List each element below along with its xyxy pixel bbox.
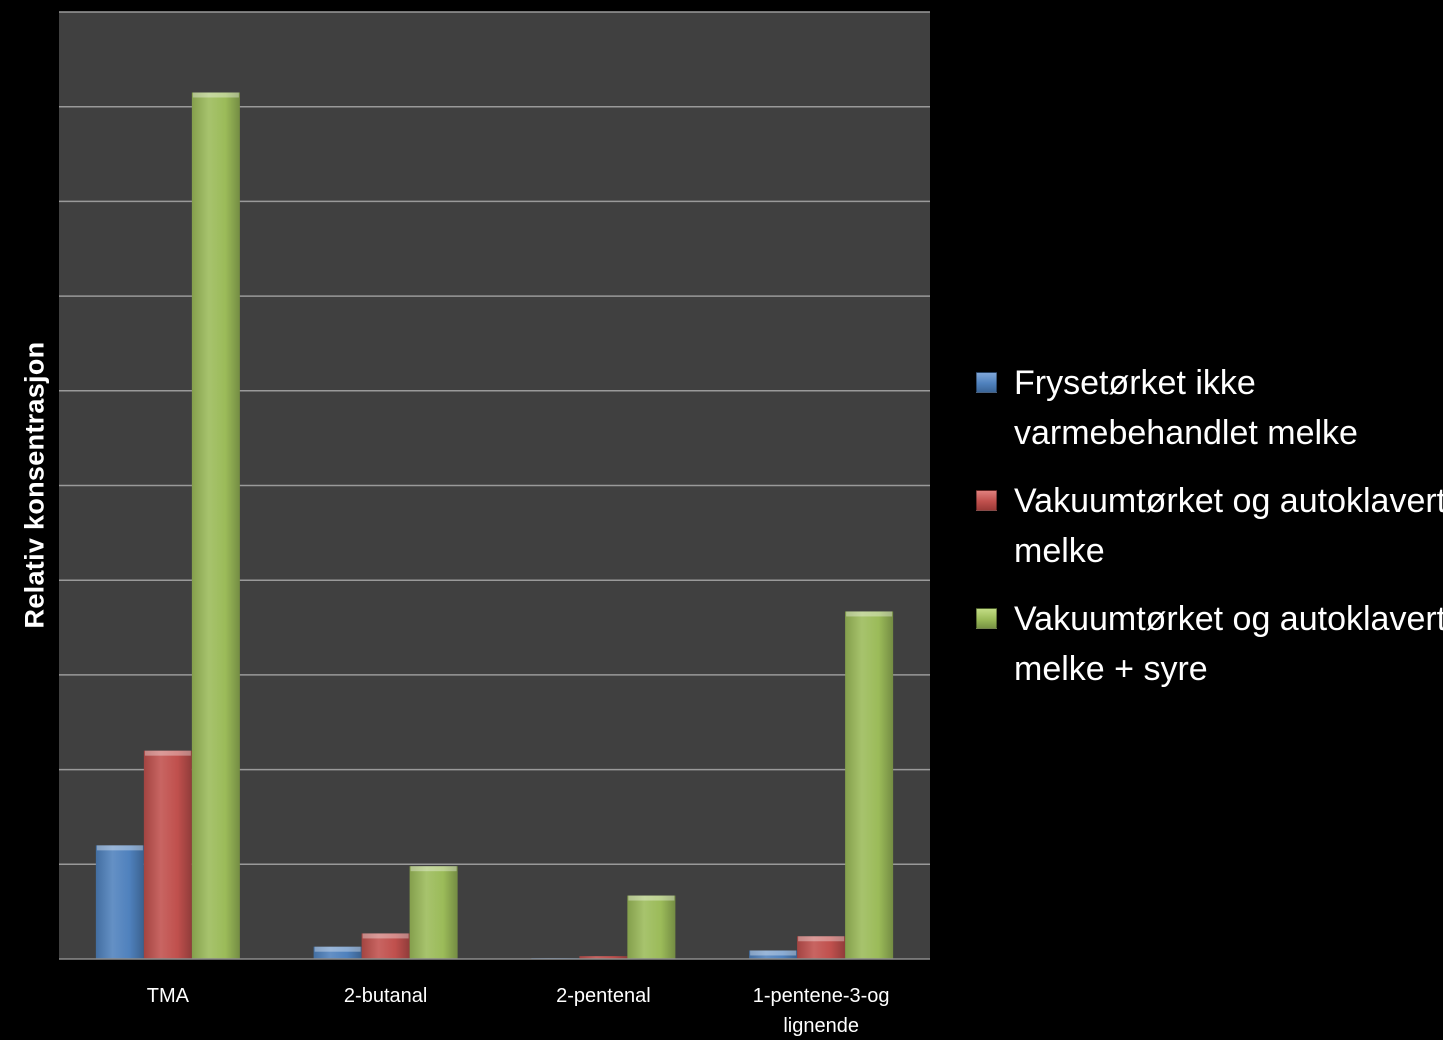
bar-series-2-tma — [143, 750, 192, 959]
bar-highlight — [192, 92, 239, 98]
legend-label-series-1: Frysetørket ikke varmebehandlet melke — [1014, 364, 1358, 452]
bar-series-2-2-pentenal — [579, 956, 628, 959]
bar-highlight — [750, 950, 797, 956]
bar-highlight — [798, 936, 845, 942]
x-tick-label: 2-butanal — [344, 985, 427, 1007]
bar-series-3-2-butanal — [409, 866, 458, 959]
bar-series-1-1-pentene-3-og-lignende — [749, 950, 798, 959]
legend-swatch-series-2 — [976, 490, 997, 511]
legend-item-series-2: Vakuumtørket og autoklavert melke — [976, 476, 1443, 576]
legend-item-series-3: Vakuumtørket og autoklavert melke + syre — [976, 594, 1443, 694]
bar-highlight — [628, 895, 675, 901]
x-tick-label: TMA — [147, 985, 190, 1007]
legend-label-series-3: Vakuumtørket og autoklavert melke + syre — [1014, 600, 1443, 688]
y-axis-label: Relativ konsentrasjon — [19, 341, 50, 629]
bar-series-2-1-pentene-3-og-lignende — [797, 936, 846, 959]
legend-label-series-2: Vakuumtørket og autoklavert melke — [1014, 482, 1443, 570]
bar-series-1-tma — [95, 845, 144, 959]
bar-highlight — [144, 750, 191, 756]
bar-highlight — [314, 946, 361, 952]
x-tick-label: 2-pentenal — [556, 985, 651, 1007]
bar-highlight — [846, 611, 893, 617]
bar-series-3-1-pentene-3-og-lignende — [845, 611, 894, 959]
bars — [95, 92, 894, 960]
legend-item-series-1: Frysetørket ikke varmebehandlet melke — [976, 358, 1443, 458]
x-tick-labels: TMA 2-butanal 2-pentenal 1-pentene-3-og lign… — [147, 985, 890, 1037]
legend: Frysetørket ikke varmebehandlet melke Va… — [976, 358, 1443, 712]
legend-swatch-series-3 — [976, 608, 997, 629]
bar-series-1-2-butanal — [313, 946, 362, 959]
bar-series-2-2-butanal — [361, 933, 410, 959]
legend-swatch-series-1 — [976, 372, 997, 393]
bar-highlight — [410, 866, 457, 872]
bar-series-3-2-pentenal — [627, 895, 676, 959]
bar-series-3-tma — [191, 92, 240, 960]
x-tick-label: 1-pentene-3-og lignende — [753, 985, 890, 1037]
bar-highlight — [96, 845, 143, 851]
bar-highlight — [362, 933, 409, 939]
